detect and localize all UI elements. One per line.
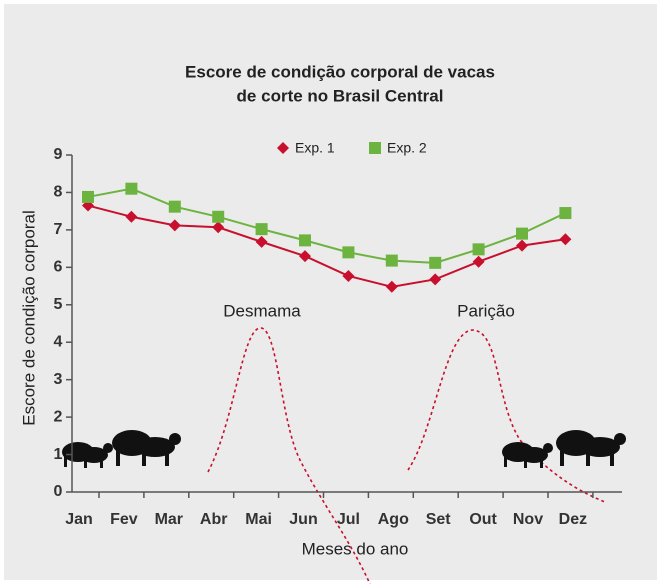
marker [82, 191, 94, 203]
legend-label: Exp. 2 [387, 140, 427, 156]
legend-label: Exp. 1 [295, 140, 335, 156]
x-tick-label: Jul [337, 511, 360, 528]
marker [342, 246, 354, 258]
x-tick-label: Jan [65, 511, 93, 528]
marker [516, 228, 528, 240]
y-tick-label: 6 [54, 259, 63, 276]
marker [299, 234, 311, 246]
marker [429, 257, 441, 269]
y-tick-label: 9 [54, 146, 63, 163]
x-tick-label: Mar [155, 511, 183, 528]
y-tick-label: 4 [54, 333, 63, 350]
y-tick-label: 1 [54, 446, 63, 463]
marker [256, 223, 268, 235]
marker [212, 211, 224, 223]
x-tick-label: Ago [378, 511, 409, 528]
y-tick-label: 7 [54, 221, 63, 238]
y-tick-label: 8 [54, 184, 63, 201]
x-tick-label: Out [469, 511, 497, 528]
x-tick-label: Mai [245, 511, 272, 528]
y-tick-label: 5 [54, 296, 63, 313]
marker [386, 255, 398, 267]
y-axis-label: Escore de condição corporal [19, 210, 38, 425]
x-axis-label: Meses do ano [302, 539, 409, 558]
annotation: Desmama [223, 301, 301, 320]
x-tick-label: Fev [110, 511, 138, 528]
x-tick-label: Nov [513, 511, 543, 528]
x-tick-label: Dez [559, 511, 587, 528]
x-tick-label: Abr [200, 511, 228, 528]
marker [125, 183, 137, 195]
y-tick-label: 2 [54, 408, 63, 425]
chart-title: Escore de condição corporal de vacas [185, 62, 495, 81]
y-tick-label: 0 [54, 483, 63, 500]
chart: Escore de condição corporal de vacas de … [0, 0, 661, 584]
marker [169, 201, 181, 213]
x-tick-label: Set [426, 511, 452, 528]
page: {"chart_data": {"type": "line", "title":… [0, 0, 661, 584]
annotation: Parição [457, 301, 515, 320]
legend-marker [369, 142, 381, 154]
chart-title: de corte no Brasil Central [237, 86, 444, 105]
x-tick-label: Jun [289, 511, 317, 528]
y-tick-label: 3 [54, 371, 63, 388]
marker [473, 243, 485, 255]
marker [559, 207, 571, 219]
